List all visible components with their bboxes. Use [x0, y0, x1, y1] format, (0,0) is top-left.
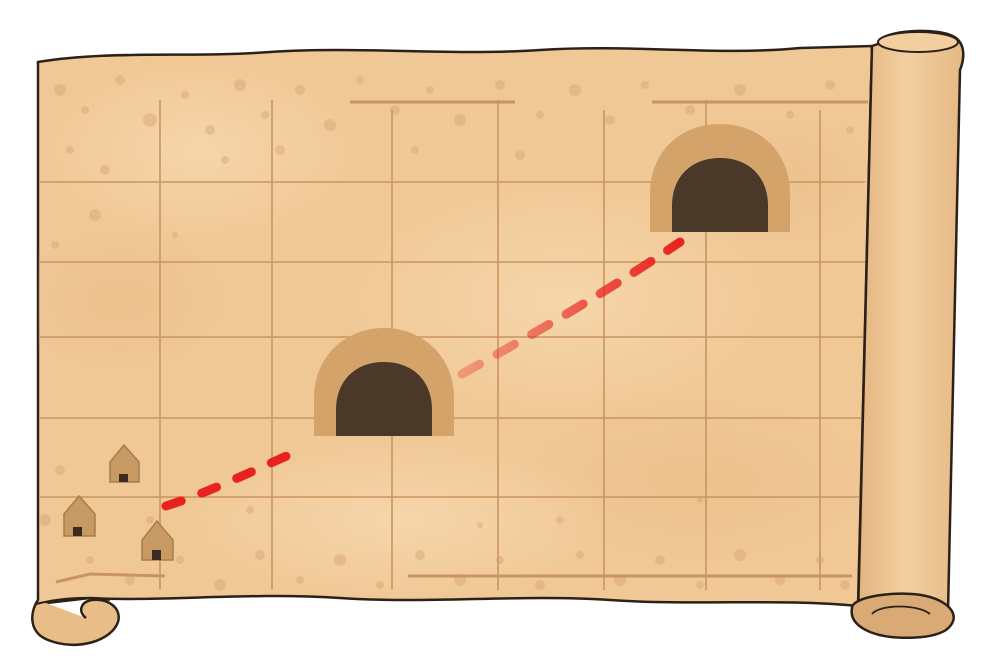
- cave-entrance-icon[interactable]: [314, 328, 454, 436]
- village: [63, 443, 174, 561]
- speckles-bottom: [39, 465, 850, 591]
- parchment-sheet: [36, 44, 874, 608]
- route-path: [161, 237, 685, 511]
- hut-icon[interactable]: [63, 494, 96, 537]
- speckles-top: [51, 75, 854, 249]
- cave-entrance-icon[interactable]: [650, 124, 790, 232]
- route-dashes-upper: [457, 237, 685, 379]
- scroll-roll-right: [850, 29, 965, 640]
- hut-icon[interactable]: [109, 443, 140, 483]
- border-rules: [55, 100, 868, 584]
- route-dashes-lower: [161, 445, 305, 511]
- hut-icon[interactable]: [141, 519, 174, 561]
- scroll-curl-left: [31, 596, 120, 647]
